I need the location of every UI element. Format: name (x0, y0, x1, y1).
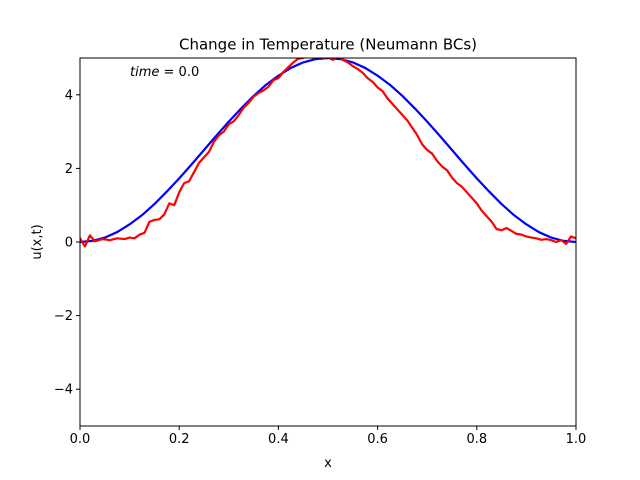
time-annotation-label: time (130, 65, 159, 80)
x-axis-label: x (324, 456, 332, 471)
x-tick-label: 0.0 (70, 432, 91, 447)
x-tick-label: 0.4 (268, 432, 289, 447)
y-axis-label: u(x,t) (30, 224, 45, 259)
chart-title: Change in Temperature (Neumann BCs) (179, 36, 477, 54)
time-annotation-equals: = (159, 65, 178, 80)
series-line-1 (80, 58, 576, 244)
y-tick-label: −2 (54, 309, 73, 324)
y-tick-label: −4 (54, 383, 73, 398)
time-annotation-value: 0.0 (179, 65, 200, 80)
x-tick-label: 0.8 (466, 432, 487, 447)
x-axis: 0.0 0.2 0.4 0.6 0.8 1.0 (70, 426, 587, 447)
x-tick-label: 0.6 (367, 432, 388, 447)
y-tick-label: 2 (65, 162, 73, 177)
x-tick-label: 0.2 (169, 432, 190, 447)
y-tick-label: 4 (65, 88, 73, 103)
y-axis: −4 −2 0 2 4 (54, 88, 80, 398)
y-tick-label: 0 (65, 236, 73, 251)
series-layer (80, 58, 576, 248)
x-tick-label: 1.0 (566, 432, 587, 447)
time-annotation: time = 0.0 (130, 65, 199, 80)
series-line-2 (80, 58, 576, 248)
